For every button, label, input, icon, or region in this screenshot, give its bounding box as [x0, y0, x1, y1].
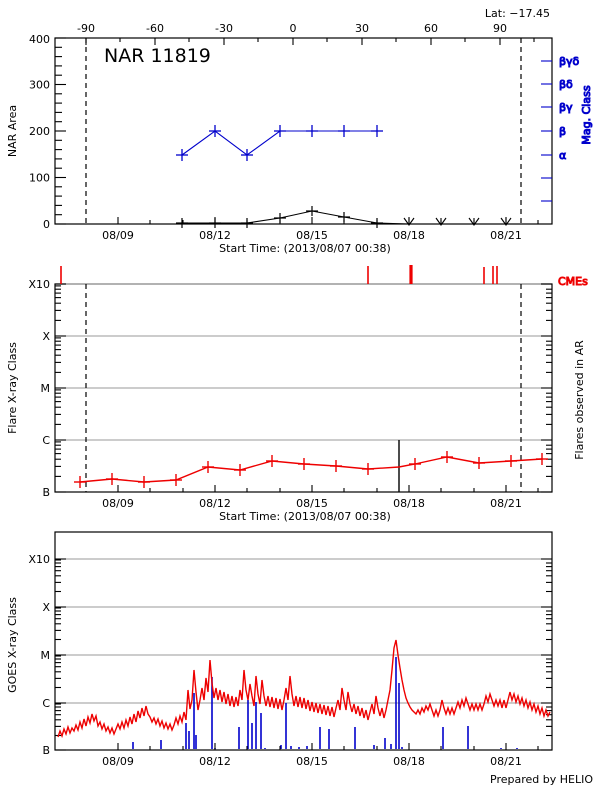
panel3-ylabel: GOES X-ray Class [6, 597, 19, 693]
panel1-top-tick-3: 0 [290, 22, 297, 35]
nar-area-series-markers [176, 206, 383, 228]
panel2-y-tick-b: B [42, 486, 50, 499]
panel3-y-tick-b: B [42, 744, 50, 757]
panel1-x-tick-4: 08/21 [490, 229, 522, 242]
panel2-x-tick-4: 08/21 [490, 497, 522, 510]
cme-legend-label: CMEs [558, 275, 588, 288]
panel1-top-tick-2: -30 [215, 22, 233, 35]
panel3-x-tick-4: 08/21 [490, 755, 522, 768]
panel1-top-tick-1: -60 [146, 22, 164, 35]
panel3-x-ticks [117, 743, 539, 750]
goes-xray-flux-series [57, 639, 551, 739]
nar-title: NAR 11819 [104, 45, 211, 67]
panel3-x-tick-0: 08/09 [102, 755, 134, 768]
panel3-x-tick-2: 08/15 [296, 755, 328, 768]
panel2-caption: Start Time: (2013/08/07 00:38) [219, 510, 391, 523]
panel3-x-tick-1: 08/12 [199, 755, 231, 768]
magclass-series-markers [176, 125, 383, 161]
panel1-magclass-betadelta: βδ [559, 78, 573, 91]
panel2-right-label: Flares observed in AR [573, 340, 586, 460]
panel1-right-label: Mag. Class [580, 85, 593, 144]
latitude-label: Lat: −17.45 [485, 7, 550, 20]
panel1-magclass-ticks [541, 60, 552, 202]
panel3-y-ticks [55, 558, 66, 751]
panel3-y-tick-x10: X10 [28, 553, 50, 566]
panel1-x-tick-3: 08/18 [393, 229, 425, 242]
panel1-y-tick-4: 400 [29, 33, 50, 46]
panel1-top-tick-5: 60 [424, 22, 438, 35]
panel1-top-tick-4: 30 [355, 22, 369, 35]
panel2-x-tick-1: 08/12 [199, 497, 231, 510]
panel2-x-tick-3: 08/18 [393, 497, 425, 510]
goes-ar-flare-impulses [132, 657, 518, 749]
panel1-y-tick-0: 0 [43, 218, 50, 231]
panel3-right-ticks [541, 558, 552, 751]
panel2-y-tick-c: C [42, 434, 50, 447]
panel1-top-ticks [85, 38, 535, 45]
panel1-y-tick-2: 200 [29, 125, 50, 138]
panel2-ylabel: Flare X-ray Class [6, 342, 19, 434]
panel2-y-tick-x: X [42, 330, 50, 343]
panel2-right-ticks [541, 283, 552, 493]
panel1-x-tick-1: 08/12 [199, 229, 231, 242]
panel2-y-tick-x10: X10 [28, 278, 50, 291]
panel1-magclass-betagammadelta: βγδ [559, 55, 580, 68]
panel2-y-tick-m: M [41, 382, 51, 395]
panel1-caption: Start Time: (2013/08/07 00:38) [219, 242, 391, 255]
panel3-y-tick-x: X [42, 601, 50, 614]
panel3-y-tick-c: C [42, 697, 50, 710]
panel3-x-tick-3: 08/18 [393, 755, 425, 768]
panel1-x-tick-0: 08/09 [102, 229, 134, 242]
prepared-by-label: Prepared by HELIO [490, 773, 593, 786]
panel-goes-xray: B C M X X10 GOES X-ray Class [6, 531, 593, 786]
panel1-magclass-betagamma: βγ [559, 101, 573, 114]
panel1-top-tick-6: 90 [493, 22, 507, 35]
panel3-y-tick-m: M [41, 649, 51, 662]
panel1-magclass-beta: β [559, 125, 566, 138]
panel3-frame [54, 531, 553, 751]
panel1-y-tick-1: 100 [29, 172, 50, 185]
panel1-ylabel: NAR Area [6, 105, 19, 157]
panel1-y-tick-3: 300 [29, 79, 50, 92]
panel2-x-ticks [117, 485, 539, 492]
cme-markers [60, 265, 498, 284]
panel2-x-tick-2: 08/15 [296, 497, 328, 510]
flare-xray-series-markers [74, 451, 548, 488]
panel-nar-area: -90 -60 -30 0 30 60 90 [6, 22, 594, 255]
panel1-x-tick-2: 08/15 [296, 229, 328, 242]
panel1-magclass-alpha: α [559, 149, 566, 162]
nar-area-zero-markers [403, 217, 512, 226]
panel1-top-tick-0: -90 [77, 22, 95, 35]
panel2-x-tick-0: 08/09 [102, 497, 134, 510]
flare-xray-series-line [79, 456, 543, 483]
panel-flare-xray: B C M X X10 Flare X-ray Class Flares obs… [6, 265, 589, 523]
panel1-y-ticks [55, 37, 66, 225]
